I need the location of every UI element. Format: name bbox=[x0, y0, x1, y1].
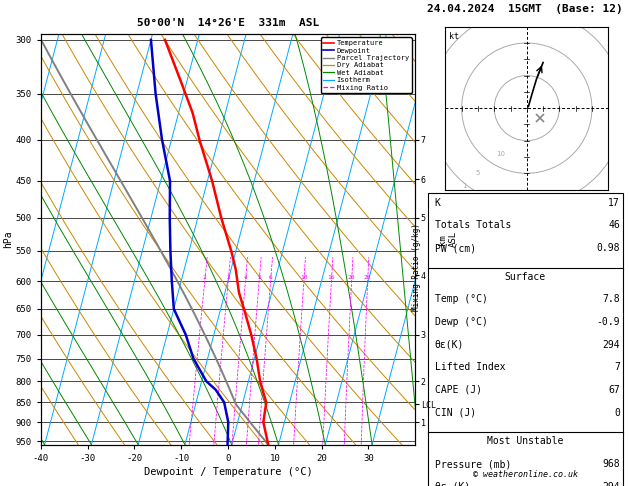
Text: 1: 1 bbox=[463, 183, 467, 189]
Y-axis label: hPa: hPa bbox=[3, 230, 13, 248]
Text: CIN (J): CIN (J) bbox=[435, 408, 476, 417]
Text: 0.98: 0.98 bbox=[596, 243, 620, 253]
Text: 20: 20 bbox=[348, 275, 355, 280]
Text: 15: 15 bbox=[328, 275, 335, 280]
Text: 24.04.2024  15GMT  (Base: 12): 24.04.2024 15GMT (Base: 12) bbox=[427, 4, 623, 14]
Text: 2: 2 bbox=[203, 275, 206, 280]
Text: 6: 6 bbox=[269, 275, 272, 280]
Text: 968: 968 bbox=[602, 459, 620, 469]
Text: 10: 10 bbox=[300, 275, 308, 280]
Legend: Temperature, Dewpoint, Parcel Trajectory, Dry Adiabat, Wet Adiabat, Isotherm, Mi: Temperature, Dewpoint, Parcel Trajectory… bbox=[321, 37, 411, 93]
Text: 25: 25 bbox=[364, 275, 372, 280]
Text: kt: kt bbox=[448, 32, 459, 41]
Text: 5: 5 bbox=[257, 275, 261, 280]
Y-axis label: km
ASL: km ASL bbox=[438, 231, 458, 247]
Text: Dewp (°C): Dewp (°C) bbox=[435, 317, 487, 327]
Text: Lifted Index: Lifted Index bbox=[435, 363, 505, 372]
Text: 294: 294 bbox=[602, 340, 620, 350]
Text: Pressure (mb): Pressure (mb) bbox=[435, 459, 511, 469]
Text: 7: 7 bbox=[614, 363, 620, 372]
Text: θε(K): θε(K) bbox=[435, 340, 464, 350]
FancyBboxPatch shape bbox=[428, 267, 623, 434]
Text: θε (K): θε (K) bbox=[435, 482, 470, 486]
Text: Most Unstable: Most Unstable bbox=[487, 436, 564, 447]
Text: Totals Totals: Totals Totals bbox=[435, 220, 511, 230]
Text: 4: 4 bbox=[243, 275, 247, 280]
Text: K: K bbox=[435, 198, 440, 208]
Text: 17: 17 bbox=[608, 198, 620, 208]
Text: 3: 3 bbox=[226, 275, 230, 280]
Text: Temp (°C): Temp (°C) bbox=[435, 295, 487, 305]
Text: © weatheronline.co.uk: © weatheronline.co.uk bbox=[473, 470, 577, 479]
Text: 50°00'N  14°26'E  331m  ASL: 50°00'N 14°26'E 331m ASL bbox=[137, 18, 319, 28]
Text: 294: 294 bbox=[602, 482, 620, 486]
Text: 5: 5 bbox=[476, 170, 480, 176]
FancyBboxPatch shape bbox=[428, 432, 623, 486]
FancyBboxPatch shape bbox=[428, 193, 623, 270]
X-axis label: Dewpoint / Temperature (°C): Dewpoint / Temperature (°C) bbox=[143, 467, 313, 477]
Text: Mixing Ratio (g/kg): Mixing Ratio (g/kg) bbox=[412, 224, 421, 311]
Text: 7.8: 7.8 bbox=[602, 295, 620, 305]
Text: Surface: Surface bbox=[504, 272, 546, 282]
Text: PW (cm): PW (cm) bbox=[435, 243, 476, 253]
Text: 10: 10 bbox=[496, 151, 505, 156]
Text: CAPE (J): CAPE (J) bbox=[435, 385, 482, 395]
Text: 67: 67 bbox=[608, 385, 620, 395]
Text: 0: 0 bbox=[614, 408, 620, 417]
Text: 46: 46 bbox=[608, 220, 620, 230]
Text: -0.9: -0.9 bbox=[596, 317, 620, 327]
